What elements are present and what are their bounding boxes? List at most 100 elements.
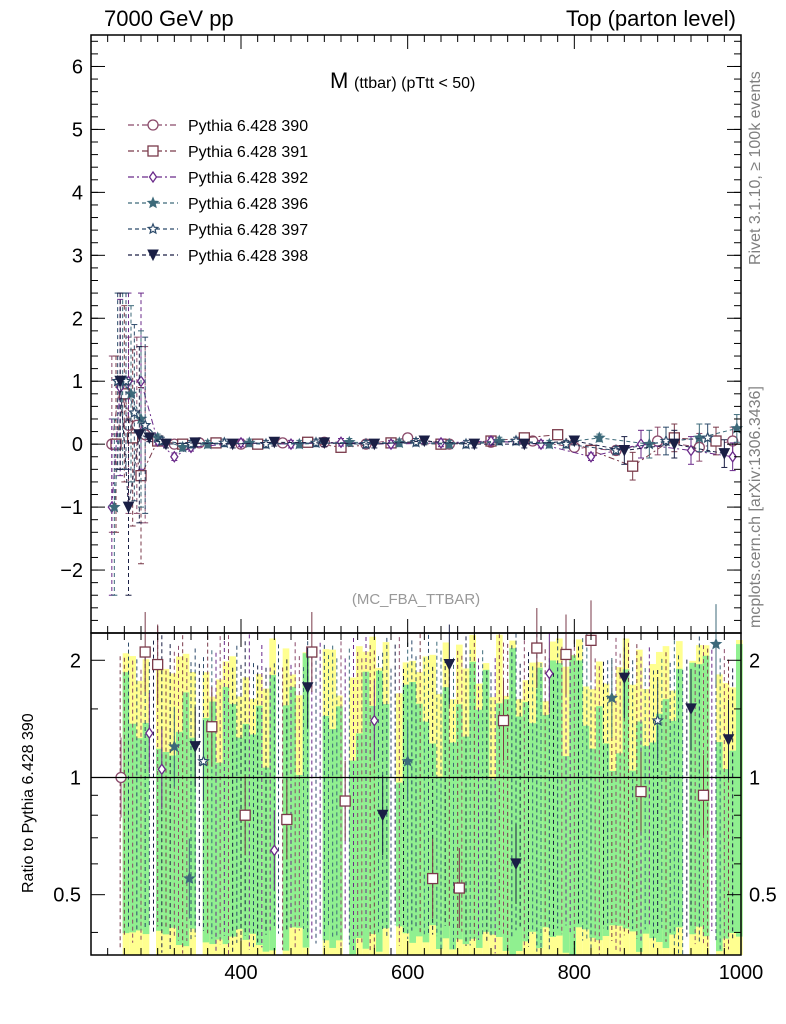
data-point xyxy=(306,646,318,658)
green-band xyxy=(549,660,556,937)
green-band xyxy=(669,720,676,935)
data-point xyxy=(270,844,279,857)
data-point xyxy=(108,500,121,513)
green-band xyxy=(642,746,650,934)
data-point xyxy=(493,434,506,447)
data-point xyxy=(133,429,146,441)
data-point xyxy=(418,435,431,448)
green-band xyxy=(469,661,476,939)
green-band xyxy=(349,760,356,955)
green-band xyxy=(729,750,736,933)
ratio-y-tick-label-right: 1 xyxy=(749,767,760,789)
green-band xyxy=(609,770,616,926)
data-point xyxy=(697,789,710,801)
ratio-plot-frame xyxy=(90,632,742,956)
ratio-y-tick-label-right: 2 xyxy=(749,650,760,672)
x-tick-label: 600 xyxy=(391,962,424,984)
data-point xyxy=(627,460,639,472)
data-point xyxy=(339,795,351,807)
data-point xyxy=(497,714,510,727)
green-band xyxy=(216,762,223,940)
data-point xyxy=(453,882,465,894)
data-point xyxy=(668,438,681,451)
y-tick-label: 4 xyxy=(72,182,83,204)
data-point xyxy=(226,438,239,451)
green-band xyxy=(136,738,143,931)
green-band xyxy=(676,668,683,928)
data-point xyxy=(183,872,196,884)
series-6 xyxy=(114,292,731,596)
data-point xyxy=(531,642,543,654)
green-band xyxy=(242,723,250,940)
green-band xyxy=(302,653,310,948)
data-point xyxy=(560,648,572,661)
green-band xyxy=(229,704,236,937)
ratio-y-tick-label: 1 xyxy=(70,767,81,789)
data-point xyxy=(170,450,179,463)
x-tick-label: 1000 xyxy=(719,962,764,984)
legend: Pythia 6.428 390 Pythia 6.428 391 Pythia 6… xyxy=(128,118,308,265)
data-point xyxy=(309,436,323,449)
series-line xyxy=(115,393,717,478)
green-band xyxy=(476,709,483,948)
y-tick-label: 3 xyxy=(72,245,83,267)
y-tick-label: 5 xyxy=(72,119,83,141)
main-panel: −2 −1 0 1 2 3 4 5 6 M (ttbar) (pTtt < 50) (MC_FBA_T… xyxy=(60,34,744,634)
header-right-label: Top (parton level) xyxy=(566,6,736,31)
data-point xyxy=(510,858,522,870)
plot-title: M xyxy=(330,68,348,93)
series-1 xyxy=(106,292,739,533)
green-band xyxy=(449,742,456,950)
data-point xyxy=(718,448,731,460)
legend-label: Pythia 6.428 391 xyxy=(188,144,308,161)
data-point xyxy=(709,637,723,650)
data-point xyxy=(618,444,631,457)
green-band xyxy=(716,742,723,952)
green-band xyxy=(182,692,190,947)
data-point xyxy=(146,222,160,235)
data-point xyxy=(268,436,281,449)
ratio-y-tick-label-right: 0.5 xyxy=(749,885,777,907)
data-point xyxy=(443,659,456,671)
data-point xyxy=(701,431,714,444)
green-band xyxy=(162,751,170,935)
green-band xyxy=(576,660,583,928)
green-band xyxy=(402,684,410,934)
data-point xyxy=(486,434,496,448)
green-band xyxy=(176,731,183,946)
data-point xyxy=(189,437,201,450)
green-band xyxy=(589,748,596,938)
x-tick-label: 400 xyxy=(224,962,257,984)
green-band xyxy=(422,721,430,943)
data-point xyxy=(710,435,722,447)
ratio-markers xyxy=(115,600,735,929)
green-band xyxy=(736,644,743,937)
data-point xyxy=(197,754,210,767)
green-band xyxy=(256,705,263,946)
green-band xyxy=(496,703,503,937)
green-band xyxy=(202,718,210,943)
data-point xyxy=(145,726,154,740)
data-point xyxy=(189,741,201,753)
data-point xyxy=(281,813,293,826)
green-band xyxy=(622,669,630,929)
analysis-watermark: (MC_FBA_TTBAR) xyxy=(352,591,480,608)
data-point xyxy=(652,435,664,447)
data-point xyxy=(693,431,706,444)
green-band xyxy=(522,702,530,942)
data-point xyxy=(236,436,246,450)
green-band xyxy=(122,672,130,934)
data-point xyxy=(157,763,167,776)
data-point xyxy=(545,667,554,680)
y-tick-label: 1 xyxy=(72,371,83,393)
green-band xyxy=(456,704,463,940)
green-band xyxy=(516,716,523,951)
green-band xyxy=(409,682,416,943)
ratio-y-tick-label: 2 xyxy=(70,650,81,672)
data-point xyxy=(152,658,164,671)
green-band xyxy=(356,733,363,939)
data-point xyxy=(370,714,379,727)
green-band xyxy=(562,756,570,953)
green-band xyxy=(542,714,550,928)
